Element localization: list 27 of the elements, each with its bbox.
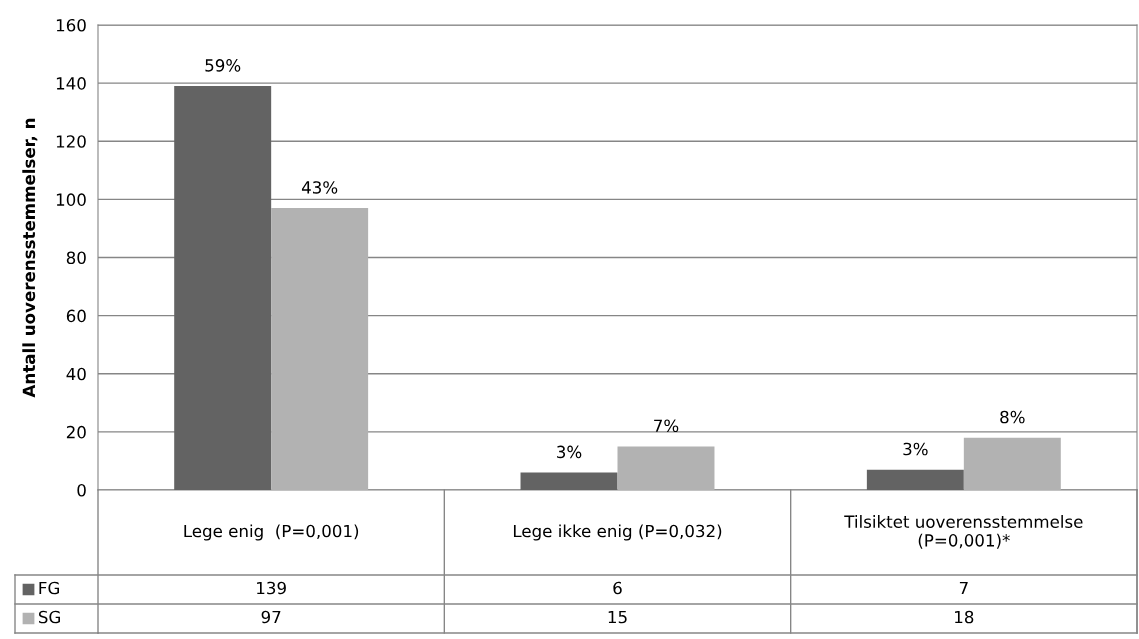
x-tick-label: Tilsiktet uoverensstemmelse (P=0,001)* xyxy=(844,515,1083,549)
annotation: 3% xyxy=(903,442,928,456)
x-tick-label: Lege enig (P=0,001) xyxy=(184,524,359,541)
y-tick-label: 0 xyxy=(77,483,86,497)
y-tick-label: 140 xyxy=(56,77,86,90)
data-label: 139 xyxy=(257,581,286,595)
y-tick-label: 100 xyxy=(56,193,86,206)
legend-label: SG xyxy=(38,610,60,624)
annotation: 59% xyxy=(205,59,241,72)
y-tick-label: 20 xyxy=(66,425,86,439)
annotation: 43% xyxy=(301,181,338,194)
legend-label: FG xyxy=(39,581,59,595)
annotation: 3% xyxy=(557,445,582,459)
y-tick-label: 80 xyxy=(66,251,86,265)
y-tick-label: 60 xyxy=(66,309,86,323)
y-axis-title: Antall uoverensstemmelser, n xyxy=(22,118,38,398)
data-label: 97 xyxy=(261,610,281,624)
data-label: 18 xyxy=(955,610,974,624)
x-tick-label: Lege ikke enig (P=0,032) xyxy=(513,524,722,541)
data-label: 15 xyxy=(608,610,627,624)
annotation: 8% xyxy=(1000,410,1025,424)
data-label: 7 xyxy=(959,581,968,595)
annotation: 7% xyxy=(654,419,679,433)
data-label: 6 xyxy=(613,581,622,595)
y-tick-label: 40 xyxy=(66,367,86,381)
y-tick-label: 160 xyxy=(56,18,86,32)
y-tick-label: 120 xyxy=(56,135,86,148)
